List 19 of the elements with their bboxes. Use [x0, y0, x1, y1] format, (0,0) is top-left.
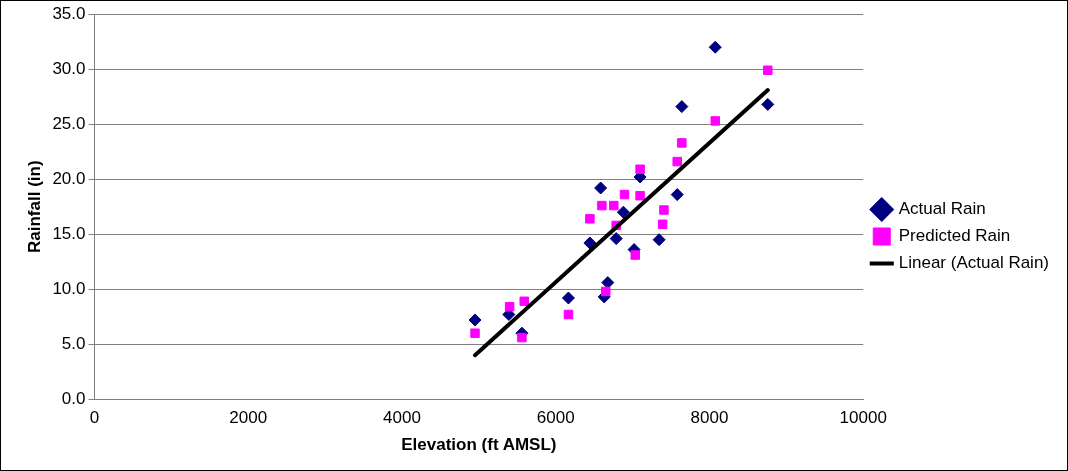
y-tick-label: 10.0 [52, 278, 86, 298]
x-tick-label: 0 [89, 408, 100, 428]
legend-label: Actual Rain [898, 199, 986, 219]
y-tick-label: 30.0 [52, 58, 86, 78]
x-axis-title: Elevation (ft AMSL) [401, 435, 557, 455]
y-tick-label: 15.0 [52, 223, 86, 243]
x-tick-label: 8000 [690, 408, 729, 428]
legend-label: Linear (Actual Rain) [898, 253, 1050, 273]
x-tick-label: 4000 [383, 408, 421, 428]
y-tick-label: 5.0 [61, 333, 86, 353]
x-tick-label: 10000 [839, 408, 887, 428]
y-tick-label: 20.0 [52, 168, 86, 188]
y-tick-label: 0.0 [61, 388, 86, 408]
y-axis-title: Rainfall (in) [24, 160, 44, 253]
legend-label: Predicted Rain [898, 226, 1011, 246]
x-tick-label: 6000 [536, 408, 575, 428]
y-tick-label: 35.0 [52, 3, 86, 23]
y-tick-label: 25.0 [52, 113, 86, 133]
x-tick-label: 2000 [229, 408, 268, 428]
